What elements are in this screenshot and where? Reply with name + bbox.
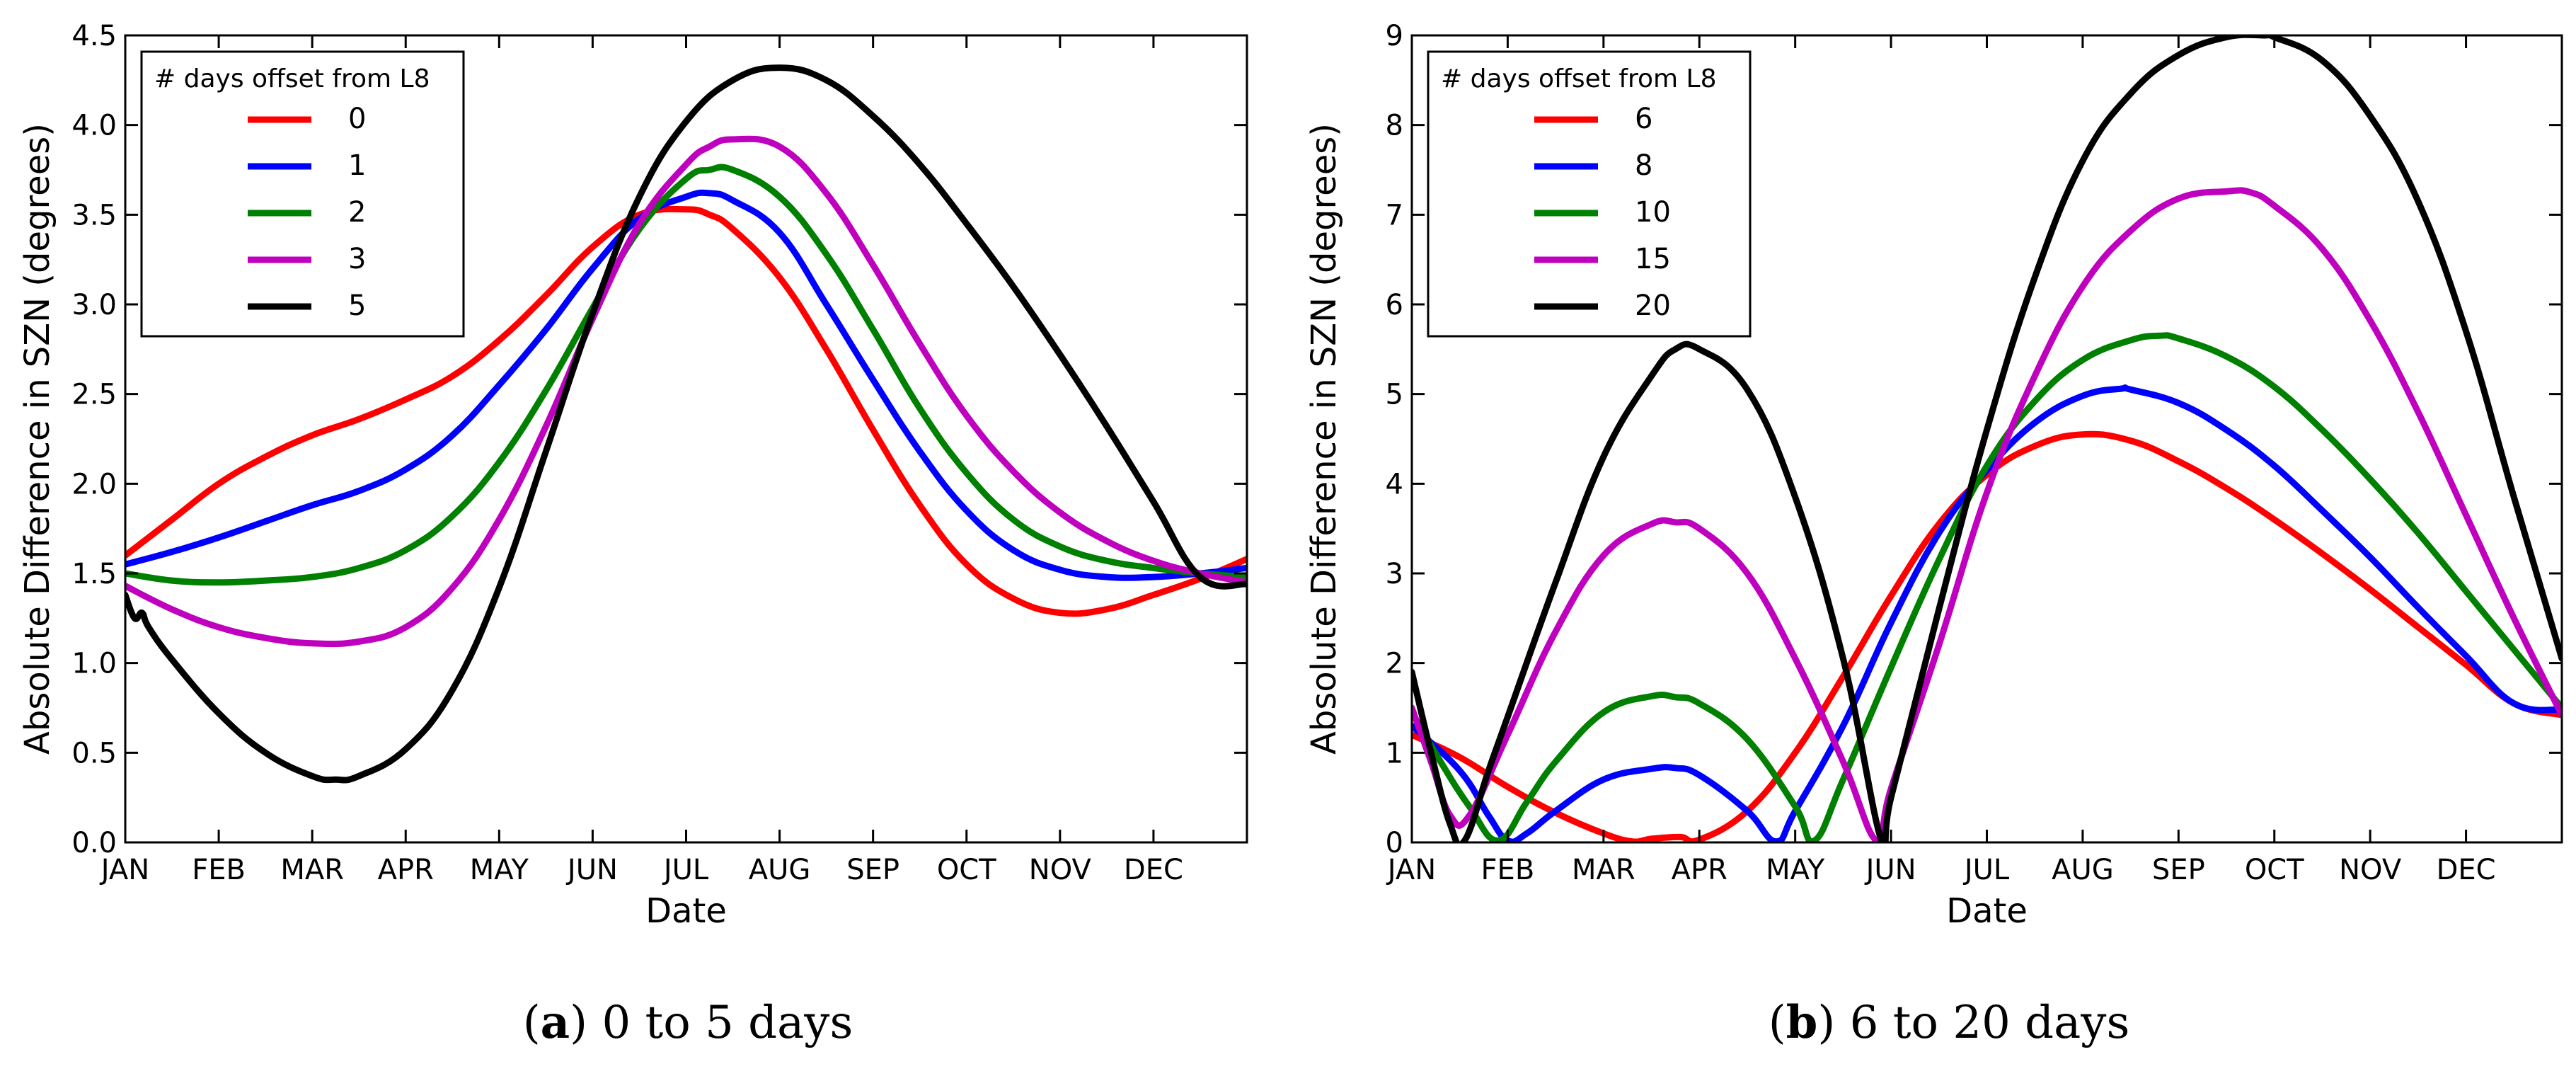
x-tick-label: OCT [2245,854,2304,886]
x-tick-label: FEB [1481,854,1535,886]
caption-b: (b) 6 to 20 days [1769,996,2130,1049]
y-tick-label: 2 [1386,648,1403,680]
legend-label-8: 8 [1635,149,1652,182]
y-tick-label: 3.0 [71,289,117,321]
svg-text:(a) 0 to 5 days: (a) 0 to 5 days [523,996,853,1049]
svg-text:(b) 6 to 20 days: (b) 6 to 20 days [1769,996,2130,1049]
x-axis-label: Date [1946,891,2028,931]
series-line-6 [1412,430,2562,842]
legend-box [140,50,465,338]
x-tick-label: NOV [1029,854,1092,886]
y-tick-label: 0 [1386,827,1403,859]
caption-b-label: b [1786,996,1818,1049]
y-tick-label: 0.0 [71,827,117,859]
y-tick-label: 4 [1386,468,1403,500]
x-tick-label: JAN [99,854,149,886]
caption-a: (a) 0 to 5 days [523,996,853,1049]
y-tick-label: 6 [1386,289,1403,321]
caption-b-text: 6 to 20 days [1850,997,2130,1049]
y-tick-label: 1.5 [71,558,117,590]
legend-box [1427,50,1752,338]
x-axis-label: Date [645,891,727,931]
y-tick-label: 4.0 [71,110,117,142]
panel-b: JAN FEB MAR APR MAY JUN JUL AUG SEP OCT NOV DEC 0 1 2 3… [1304,20,2563,931]
legend-label-10: 10 [1635,196,1671,229]
x-tick-label: SEP [846,854,899,886]
caption-a-label: a [541,996,570,1049]
y-tick-label: 9 [1386,20,1403,52]
y-tick-label: 4.5 [71,20,117,52]
x-tick-label: APR [378,854,434,886]
x-tick-label: DEC [2437,854,2496,886]
y-tick-label: 3 [1386,558,1403,590]
series-group [125,64,1247,784]
x-tick-label: MAY [1766,854,1825,886]
legend-label-1: 1 [348,149,366,182]
series-line-20 [1412,35,2562,842]
y-tick-label: 1 [1386,737,1403,769]
x-tick-label: JUN [565,854,618,886]
series-line-3 [125,135,1247,648]
series-line-15 [1412,187,2562,842]
legend-title: # days offset from L8 [154,64,430,93]
series-line-0 [125,205,1247,617]
legend-label-2: 2 [348,196,366,229]
x-tick-label: SEP [2152,854,2205,886]
y-tick-label: 2.5 [71,379,117,411]
x-tick-label: AUG [2052,854,2114,886]
panel-a: JAN FEB MAR APR MAY JUN JUL AUG SEP OCT NOV DEC 0.0 0… [18,20,1248,931]
x-tick-label: MAR [1572,854,1635,886]
series-line-2 [125,164,1247,586]
y-tick-label: 7 [1386,199,1403,231]
x-tick-label: JUN [1864,854,1916,886]
y-tick-label: 5 [1386,379,1403,411]
x-tick-label: MAY [470,854,529,886]
legend-label-3: 3 [348,243,366,275]
x-tick-label: JUL [662,854,709,886]
legend-label-6: 6 [1635,103,1652,135]
y-tick-label: 8 [1386,110,1403,142]
legend-label-5: 5 [348,290,366,322]
legend-title: # days offset from L8 [1441,64,1717,93]
legend-label-20: 20 [1635,290,1671,322]
y-tick-label: 0.5 [71,737,117,769]
x-tick-label: APR [1672,854,1727,886]
x-tick-label: FEB [192,854,246,886]
legend-label-0: 0 [348,103,366,135]
x-tick-label: JAN [1386,854,1436,886]
series-line-1 [125,189,1247,581]
y-tick-label: 2.0 [71,468,117,500]
x-tick-label: DEC [1124,854,1183,886]
x-tick-label: OCT [937,854,996,886]
y-tick-label: 3.5 [71,199,117,231]
x-tick-label: AUG [749,854,811,886]
y-tick-label: 1.0 [71,648,117,680]
y-axis-label: Absolute Difference in SZN (degrees) [1304,123,1344,755]
x-tick-label: MAR [280,854,344,886]
y-axis-label: Absolute Difference in SZN (degrees) [18,123,57,755]
caption-a-text: 0 to 5 days [602,997,853,1049]
x-tick-label: JUL [1962,854,2010,886]
series-line-5 [125,64,1247,784]
legend-label-15: 15 [1635,243,1671,275]
series-group [1412,35,2562,842]
series-line-8 [1412,384,2562,842]
x-tick-label: NOV [2339,854,2402,886]
series-line-10 [1412,332,2562,842]
